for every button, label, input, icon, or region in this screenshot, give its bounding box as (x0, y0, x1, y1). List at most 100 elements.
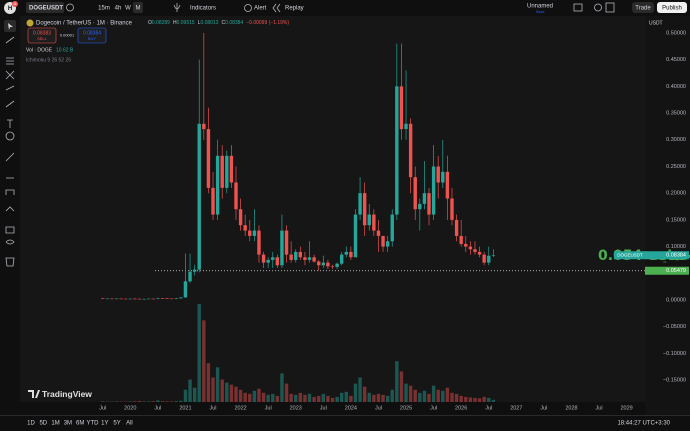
volume-bar (294, 394, 298, 402)
volume-bar (280, 373, 284, 402)
fullscreen-icon[interactable] (605, 2, 615, 13)
y-tick-label: 0.40000 (666, 84, 686, 90)
price-axis (645, 16, 690, 416)
candle-body (183, 281, 188, 298)
range-button[interactable]: 1Y (101, 421, 108, 427)
ohlc-value: 0.08013 (200, 20, 218, 26)
volume-bar (436, 389, 440, 402)
volume-bar (271, 393, 275, 402)
candle-body (197, 123, 201, 270)
candle-body (123, 298, 128, 300)
volume-bar (317, 395, 321, 402)
volume-bar (307, 393, 312, 402)
volume-bar (248, 393, 252, 402)
spread: 0.00001 (60, 33, 75, 38)
candle-body (317, 261, 321, 266)
candle-body (321, 262, 326, 266)
candle-body (169, 298, 174, 300)
layout-status[interactable]: Save (535, 9, 545, 14)
candle-body (151, 298, 155, 300)
x-tick-label: Jul (430, 405, 437, 411)
x-tick-label: Jul (154, 405, 161, 411)
cursor-tool[interactable] (8, 23, 13, 30)
candle-body (404, 123, 408, 130)
volume-bar (362, 386, 367, 402)
candle-body (349, 251, 353, 258)
volume-bar (211, 377, 215, 402)
range-button[interactable]: 6M (76, 421, 84, 427)
volume-bar (197, 304, 201, 402)
candle-body (188, 271, 192, 282)
indicators-button[interactable]: Indicators (190, 6, 216, 12)
range-button[interactable]: YTD (87, 421, 100, 427)
candle-body (280, 230, 284, 266)
y-tick-label: 0.45000 (666, 57, 686, 63)
layout-icon[interactable] (573, 3, 583, 12)
volume-bar (257, 388, 261, 402)
buy-box[interactable] (77, 27, 107, 44)
utility-tools[interactable] (5, 152, 15, 267)
x-tick-label: Jul (375, 405, 382, 411)
candle-body (482, 254, 486, 263)
x-tick-label: 2029 (620, 405, 632, 411)
range-button[interactable]: 1M (51, 421, 59, 427)
settings-icon[interactable] (594, 3, 602, 12)
y-tick-label: 0.10000 (666, 244, 686, 250)
candle-body (248, 230, 252, 236)
drawing-tools[interactable] (5, 36, 15, 128)
volume-bar (468, 397, 473, 402)
candle-body (353, 214, 358, 258)
x-tick-label: Jul (485, 405, 492, 411)
sell-box[interactable] (27, 27, 57, 44)
publish-box[interactable] (657, 2, 687, 13)
range-button[interactable]: 1D (27, 421, 35, 427)
range-button[interactable]: 5D (39, 421, 47, 427)
volume-bar (165, 401, 169, 402)
footer: 18:44:27 UTC+3:30 1D 5D 1M 3M 6M YTD 1Y 5Y All (27, 421, 670, 427)
layout-name[interactable]: Unnamed (527, 4, 553, 10)
candle-body (137, 298, 142, 300)
add-symbol[interactable] (66, 3, 74, 12)
candle-body (202, 123, 206, 130)
plot: 0.50000 0.45000 0.40000 0.35000 0.30000 0.250… (99, 30, 690, 411)
interval[interactable]: 15m (98, 6, 110, 12)
candle-body (119, 298, 123, 300)
replay-button[interactable]: Replay (285, 6, 304, 12)
trade-box[interactable] (632, 2, 654, 13)
candle-body (408, 123, 413, 178)
interval[interactable]: W (125, 6, 131, 12)
legend: Dogecoin / TetherUS · 1M · Binance O0.08… (26, 19, 663, 63)
range-button[interactable]: 5Y (113, 421, 120, 427)
interval[interactable]: 4h (115, 6, 122, 12)
left-toolbar (4, 20, 16, 267)
volume-bar (349, 395, 353, 402)
candle-body (459, 235, 463, 244)
volume-bar (243, 392, 247, 402)
candle-body (220, 155, 224, 188)
candle-body (261, 254, 266, 263)
candle-body (110, 298, 114, 300)
currency: USDT (649, 20, 663, 26)
candle-body (146, 298, 151, 300)
range-button[interactable]: All (126, 421, 133, 427)
symbol-box[interactable] (26, 2, 64, 13)
brand-logo (28, 390, 40, 398)
candle-body (427, 193, 431, 215)
volume-bar (234, 386, 238, 402)
brand-name: TradingView (42, 389, 92, 399)
alert-button[interactable]: Alert (254, 6, 267, 12)
interval[interactable]: M (136, 6, 141, 12)
publish-button: Publish (662, 6, 682, 12)
x-tick-label: 2026 (455, 405, 467, 411)
y-tick-label: 0.20000 (666, 191, 686, 197)
candle-body (491, 255, 496, 256)
range-button[interactable]: 3M (64, 421, 72, 427)
candle-body (229, 155, 234, 183)
volume-bar (450, 392, 454, 402)
candle-body (238, 209, 243, 226)
candle-body (326, 262, 330, 267)
candle-body (165, 298, 169, 299)
volume-bar (284, 383, 289, 402)
emoji-tool[interactable] (5, 131, 15, 141)
